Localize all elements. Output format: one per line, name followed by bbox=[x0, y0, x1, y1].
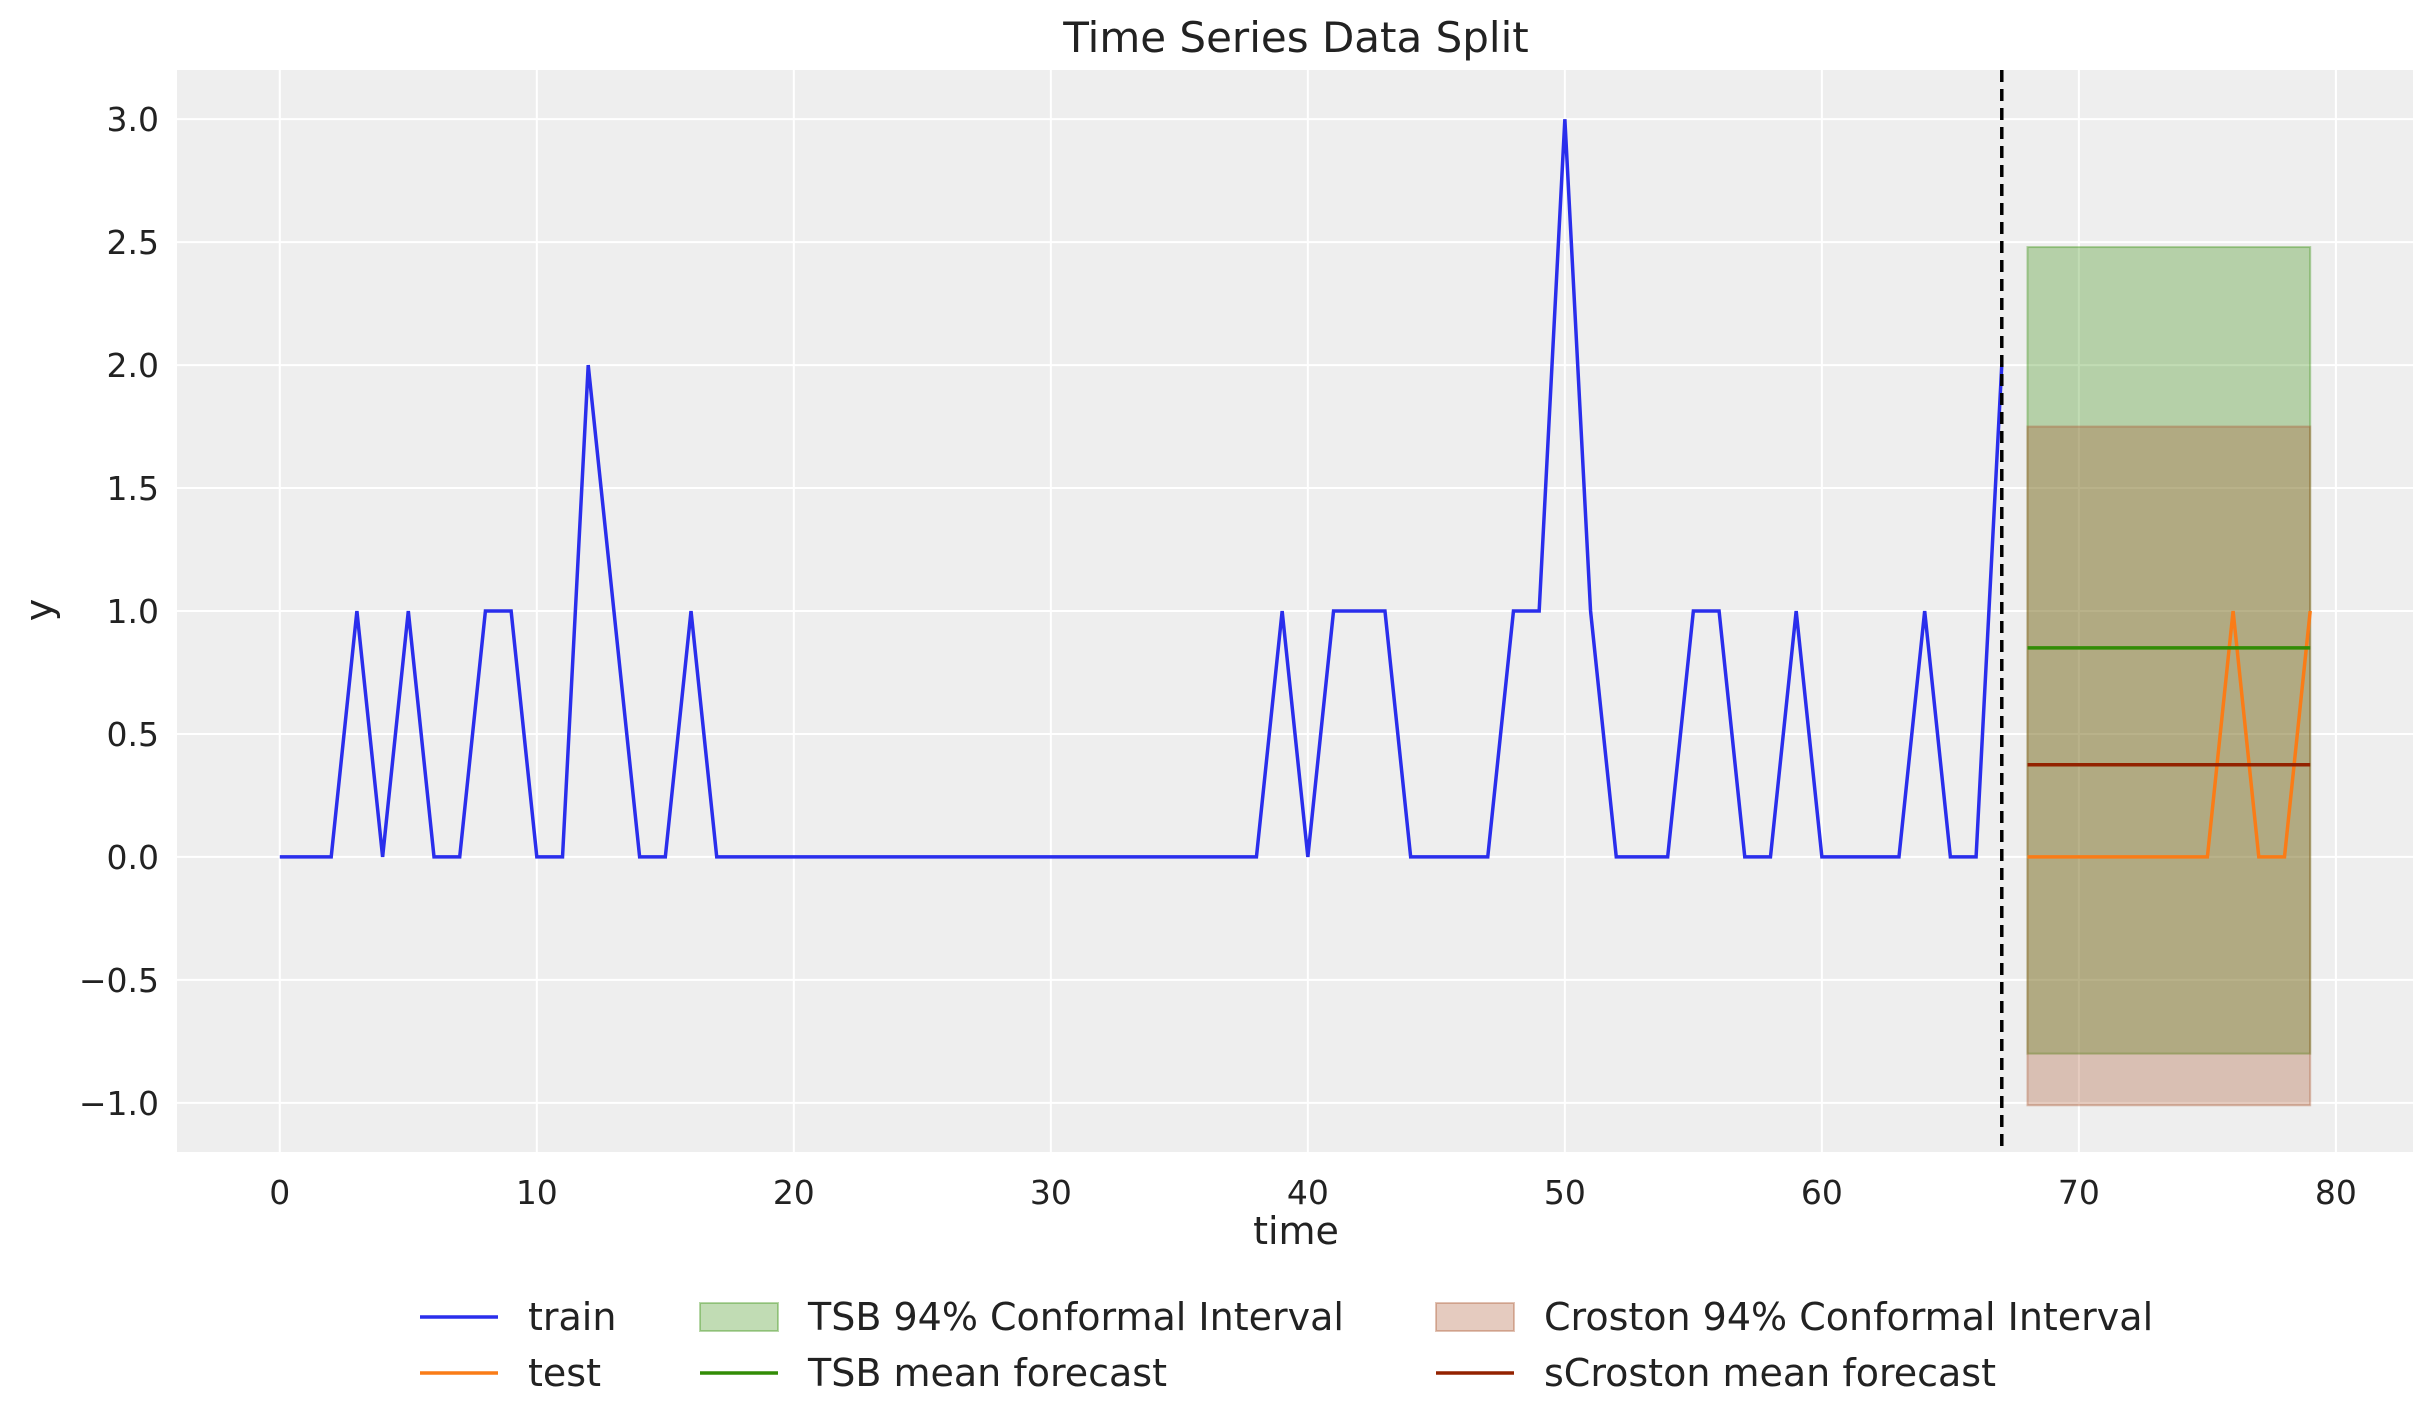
x-tick-label: 70 bbox=[2058, 1173, 2100, 1212]
x-tick-label: 30 bbox=[1030, 1173, 1072, 1212]
y-tick-label: 3.0 bbox=[107, 100, 159, 139]
y-tick-label: −0.5 bbox=[79, 961, 159, 1000]
x-tick-label: 0 bbox=[269, 1173, 290, 1212]
x-tick-label: 50 bbox=[1544, 1173, 1586, 1212]
y-tick-label: 1.0 bbox=[107, 592, 159, 631]
legend-label: test bbox=[528, 1351, 601, 1395]
x-tick-label: 80 bbox=[2315, 1173, 2357, 1212]
chart-title: Time Series Data Split bbox=[1062, 13, 1528, 62]
legend-label: TSB mean forecast bbox=[807, 1351, 1167, 1395]
y-tick-label: 2.5 bbox=[107, 223, 159, 262]
y-axis-label: y bbox=[17, 599, 61, 622]
band-tsb-94-conformal-interval bbox=[2026, 246, 2312, 1055]
legend-label: sCroston mean forecast bbox=[1544, 1351, 1996, 1395]
x-tick-label: 40 bbox=[1287, 1173, 1329, 1212]
interval-bands bbox=[2026, 246, 2312, 1107]
legend-label: TSB 94% Conformal Interval bbox=[807, 1295, 1344, 1339]
series-lines bbox=[279, 119, 2312, 859]
legend-swatch bbox=[1435, 1302, 1515, 1332]
y-axis-ticks: 3.0 2.5 2.0 1.5 1.0 0.5 0.0 −0.5 −1.0 bbox=[79, 100, 159, 1123]
legend-swatch bbox=[699, 1302, 779, 1332]
legend-label: train bbox=[528, 1295, 616, 1339]
x-axis-label: time bbox=[1253, 1209, 1339, 1253]
y-tick-label: 2.0 bbox=[107, 346, 159, 385]
x-tick-label: 60 bbox=[1801, 1173, 1843, 1212]
legend: train test TSB 94% Conformal Interval TSB m… bbox=[420, 1295, 2153, 1395]
x-tick-label: 20 bbox=[773, 1173, 815, 1212]
x-tick-label: 10 bbox=[516, 1173, 558, 1212]
y-tick-label: 1.5 bbox=[107, 469, 159, 508]
y-tick-label: 0.0 bbox=[107, 838, 159, 877]
legend-label: Croston 94% Conformal Interval bbox=[1544, 1295, 2153, 1339]
y-tick-label: 0.5 bbox=[107, 715, 159, 754]
y-tick-label: −1.0 bbox=[79, 1084, 159, 1123]
series-line-test bbox=[2027, 610, 2312, 859]
x-axis-ticks: 0 10 20 30 40 50 60 70 80 bbox=[269, 1173, 2357, 1212]
series-line-train bbox=[279, 119, 2004, 859]
